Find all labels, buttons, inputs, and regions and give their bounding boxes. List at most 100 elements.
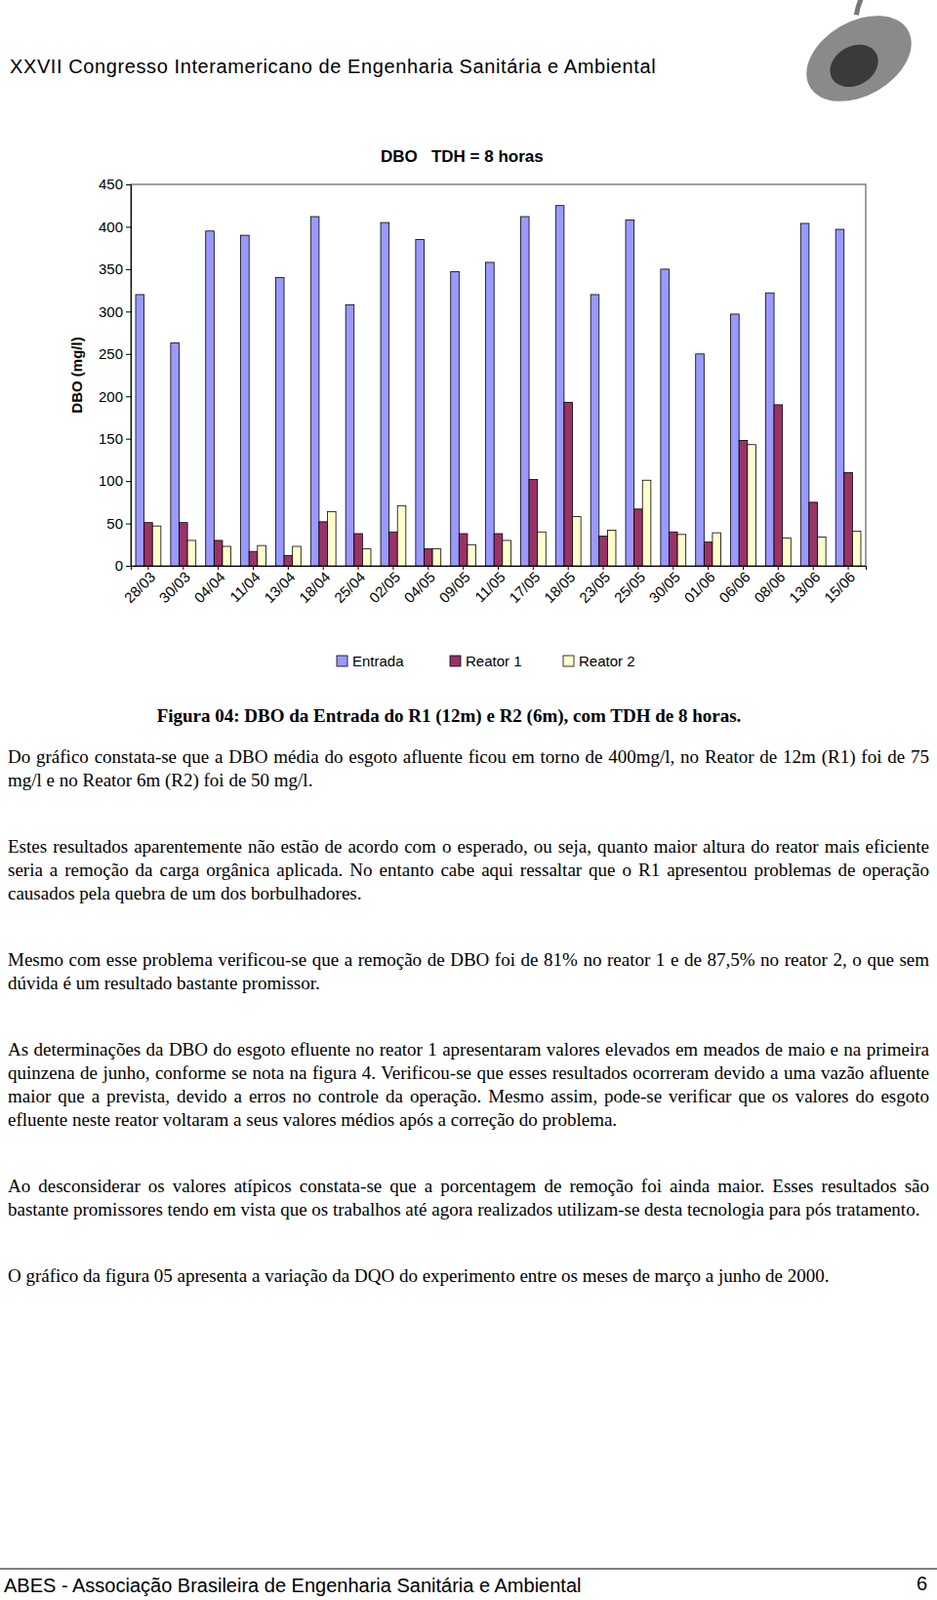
bar	[380, 222, 390, 567]
bar	[432, 549, 442, 567]
chart-title: DBO TDH = 8 horas	[380, 147, 544, 166]
bar	[590, 294, 600, 567]
tick-label: 01/06	[680, 568, 719, 607]
x-tick: 15/06	[820, 566, 859, 607]
tick-mark	[742, 566, 744, 571]
tick-label: 28/03	[121, 568, 160, 607]
tick-mark	[125, 184, 131, 186]
bar	[625, 219, 635, 567]
tick-mark	[125, 269, 131, 271]
legend-label: Reator 1	[465, 652, 523, 670]
x-tick: 04/05	[400, 566, 439, 607]
tick-mark	[287, 566, 289, 571]
y-tick: 0	[115, 557, 131, 574]
x-tick: 30/03	[155, 566, 194, 607]
tick-label: 100	[98, 472, 123, 489]
bar	[668, 531, 678, 567]
legend-item: Reator 1	[449, 652, 523, 670]
bar	[712, 532, 722, 567]
tick-mark	[848, 566, 850, 571]
bar-series	[135, 205, 845, 567]
x-tick: 18/05	[540, 566, 579, 607]
logo-shape	[822, 36, 887, 96]
bar	[467, 544, 477, 567]
tick-label: 15/06	[820, 568, 859, 607]
bar	[493, 533, 503, 567]
tick-mark	[568, 566, 570, 571]
bar	[642, 480, 652, 567]
y-tick: 400	[98, 218, 131, 236]
tick-mark	[217, 566, 219, 571]
tick-label: 06/06	[715, 568, 754, 607]
tick-label: 04/05	[400, 568, 439, 607]
bar	[572, 517, 582, 567]
tick-mark	[707, 566, 709, 571]
legend: EntradaReator 1Reator 2	[336, 652, 636, 670]
bar	[537, 531, 547, 567]
y-tick: 200	[98, 388, 131, 406]
bar	[248, 551, 258, 567]
tick-label: 300	[98, 303, 123, 321]
bar	[599, 536, 609, 567]
x-tick: 01/06	[680, 566, 719, 607]
bar	[817, 536, 827, 567]
tick-mark	[497, 566, 499, 571]
legend-swatch	[563, 655, 574, 667]
paragraph: Mesmo com esse problema verificou-se que…	[7, 948, 930, 996]
bar	[354, 533, 364, 567]
bar	[170, 342, 180, 567]
bar	[144, 523, 154, 567]
tick-mark	[358, 566, 360, 571]
bar	[241, 235, 250, 567]
x-tick: 13/04	[260, 566, 299, 607]
footer-rule	[0, 1569, 937, 1571]
tick-mark	[125, 396, 131, 398]
y-tick: 250	[98, 345, 131, 363]
x-tick: 13/06	[785, 566, 824, 607]
bar	[310, 216, 320, 567]
tick-label: 0	[115, 557, 123, 574]
bars	[135, 205, 861, 567]
tick-mark	[125, 524, 131, 526]
bar	[835, 229, 845, 567]
x-tick: 25/04	[330, 566, 369, 607]
tick-mark	[252, 566, 254, 571]
legend-item: Reator 2	[563, 652, 636, 670]
tick-label: 13/04	[260, 568, 299, 607]
tick-label: 50	[106, 515, 123, 532]
header-title: XXVII Congresso Interamericano de Engenh…	[9, 55, 656, 78]
body-text: Do gráfico constata-se que a DBO média d…	[7, 745, 930, 1332]
tick-label: 30/03	[155, 568, 194, 607]
bar	[782, 537, 792, 567]
y-tick: 300	[98, 303, 131, 321]
legend-swatch	[336, 655, 348, 667]
tick-mark	[777, 566, 779, 571]
tick-label: 08/06	[750, 568, 789, 607]
tick-label: 17/05	[505, 568, 544, 607]
logo-shape	[836, 0, 907, 15]
bar	[809, 502, 818, 567]
bar	[362, 549, 371, 567]
paragraph: Ao desconsiderar os valores atípicos con…	[7, 1175, 930, 1223]
x-tick: 09/05	[435, 566, 474, 607]
bar	[213, 540, 223, 567]
tick-label: 18/04	[295, 568, 334, 607]
bar	[677, 534, 687, 567]
tick-mark	[462, 566, 464, 571]
logo	[771, 0, 937, 120]
bar	[178, 523, 188, 567]
bar	[660, 269, 670, 567]
tick-label: 250	[98, 345, 123, 363]
tick-mark	[672, 566, 674, 571]
axis-line	[125, 185, 132, 568]
bar	[731, 314, 740, 567]
page: XXVII Congresso Interamericano de Engenh…	[0, 0, 937, 1600]
y-tick: 450	[98, 175, 131, 193]
y-axis: 050100150200250300350400450	[98, 175, 132, 574]
tick-mark	[532, 566, 534, 571]
tick-mark	[427, 566, 429, 571]
bar	[152, 526, 162, 567]
bar	[415, 239, 425, 567]
tick-label: 11/05	[471, 568, 509, 606]
bar	[529, 479, 538, 567]
